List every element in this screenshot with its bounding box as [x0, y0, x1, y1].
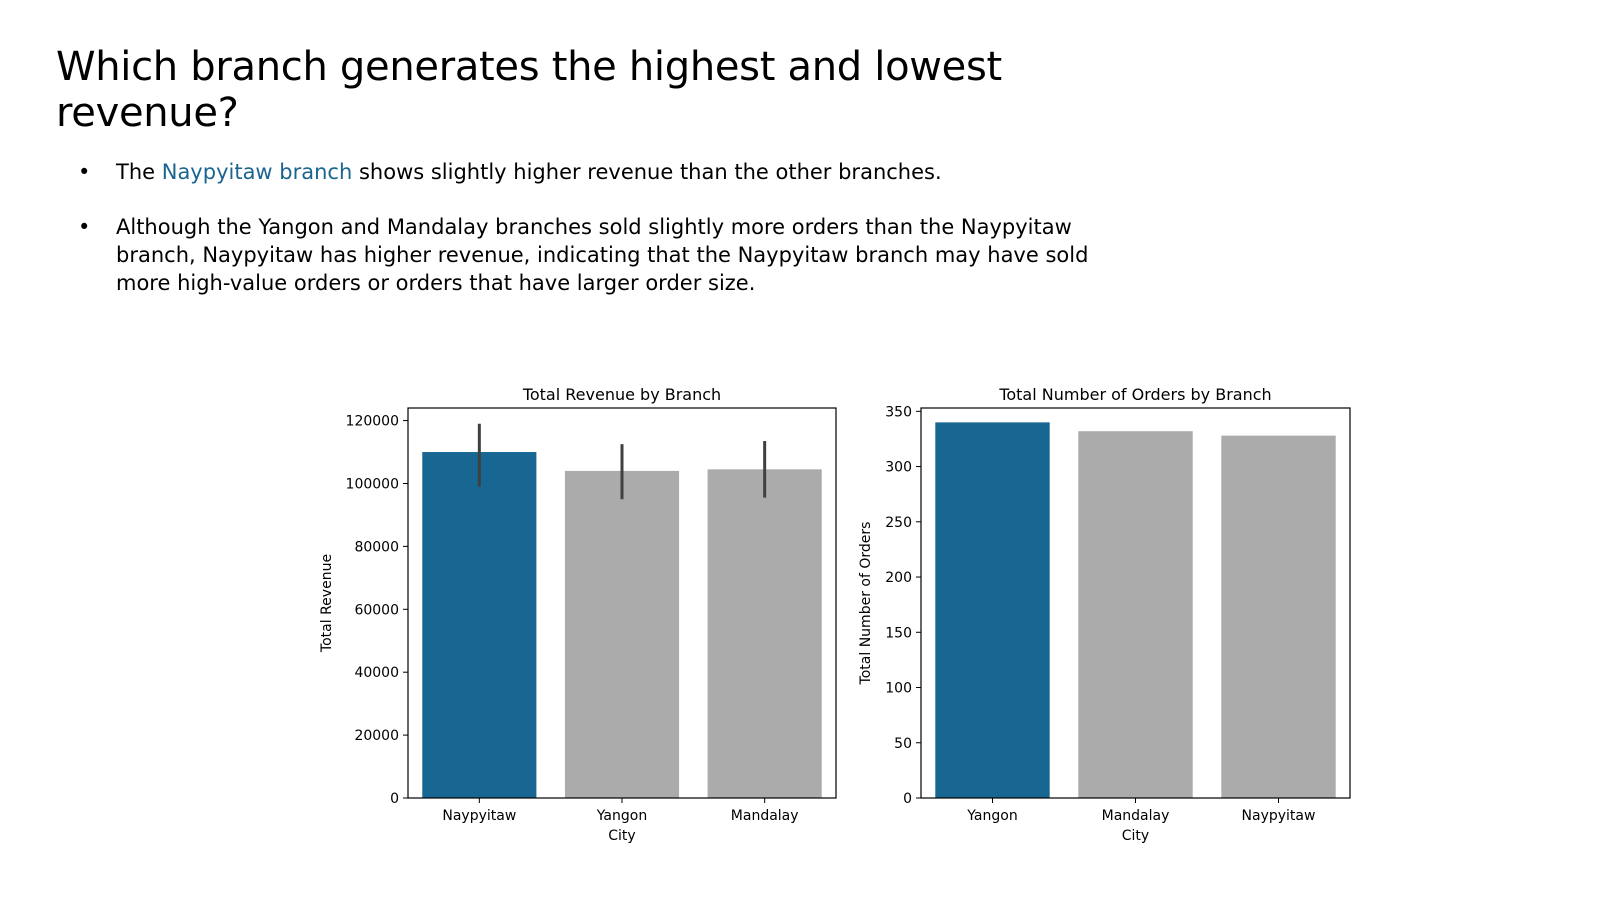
chart-title-revenue: Total Revenue by Branch	[522, 385, 721, 404]
x-tick-label: Naypyitaw	[442, 808, 516, 824]
y-tick-label: 200	[885, 570, 912, 586]
bullet-text: Although the Yangon and Mandalay branche…	[116, 215, 1089, 295]
x-tick-label: Yangon	[966, 808, 1017, 824]
x-tick-label: Mandalay	[1102, 808, 1170, 824]
y-tick-label: 120000	[346, 414, 399, 430]
bullet-item: • The Naypyitaw branch shows slightly hi…	[76, 158, 1136, 186]
bullet-list: • The Naypyitaw branch shows slightly hi…	[76, 158, 1136, 324]
y-axis-label-orders: Total Number of Orders	[858, 522, 874, 686]
y-tick-label: 250	[885, 515, 912, 531]
x-tick-label: Naypyitaw	[1242, 808, 1316, 824]
y-tick-label: 20000	[354, 728, 399, 744]
y-tick-label: 60000	[354, 602, 399, 618]
bar-revenue-yangon	[564, 470, 680, 798]
axes-frame-orders	[920, 407, 1351, 799]
slide-title: Which branch generates the highest and l…	[56, 44, 1002, 136]
bullet-marker: •	[78, 160, 91, 184]
y-tick-label: 100	[885, 681, 912, 697]
y-tick-label: 150	[885, 625, 912, 641]
bar-orders-yangon	[935, 422, 1050, 798]
bar-revenue-mandalay	[707, 469, 822, 798]
x-axis-label-orders: City	[1122, 828, 1149, 844]
x-tick-label: Mandalay	[731, 808, 799, 824]
axes-frame-revenue	[407, 407, 837, 799]
y-tick-label: 80000	[354, 539, 399, 555]
bar-orders-naypyitaw	[1221, 435, 1336, 798]
y-tick-label: 100000	[346, 476, 399, 492]
x-axis-label-revenue: City	[608, 828, 635, 844]
y-tick-label: 50	[894, 736, 912, 752]
chart-title-orders: Total Number of Orders by Branch	[998, 385, 1271, 404]
bullet-item: • Although the Yangon and Mandalay branc…	[76, 213, 1136, 297]
bullet-highlight: Naypyitaw branch	[161, 160, 353, 184]
bullet-text: shows slightly higher revenue than the o…	[352, 160, 942, 184]
bar-orders-mandalay	[1078, 431, 1193, 798]
bar-revenue-naypyitaw	[422, 452, 537, 798]
x-tick-label: Yangon	[596, 808, 647, 824]
bullet-text: The	[116, 160, 162, 184]
y-tick-label: 0	[903, 791, 912, 807]
bullet-marker: •	[78, 215, 91, 239]
y-tick-label: 350	[885, 404, 912, 420]
y-tick-label: 40000	[354, 665, 399, 681]
y-axis-label-revenue: Total Revenue	[319, 554, 335, 653]
y-tick-label: 300	[885, 460, 912, 476]
y-tick-label: 0	[390, 791, 399, 807]
